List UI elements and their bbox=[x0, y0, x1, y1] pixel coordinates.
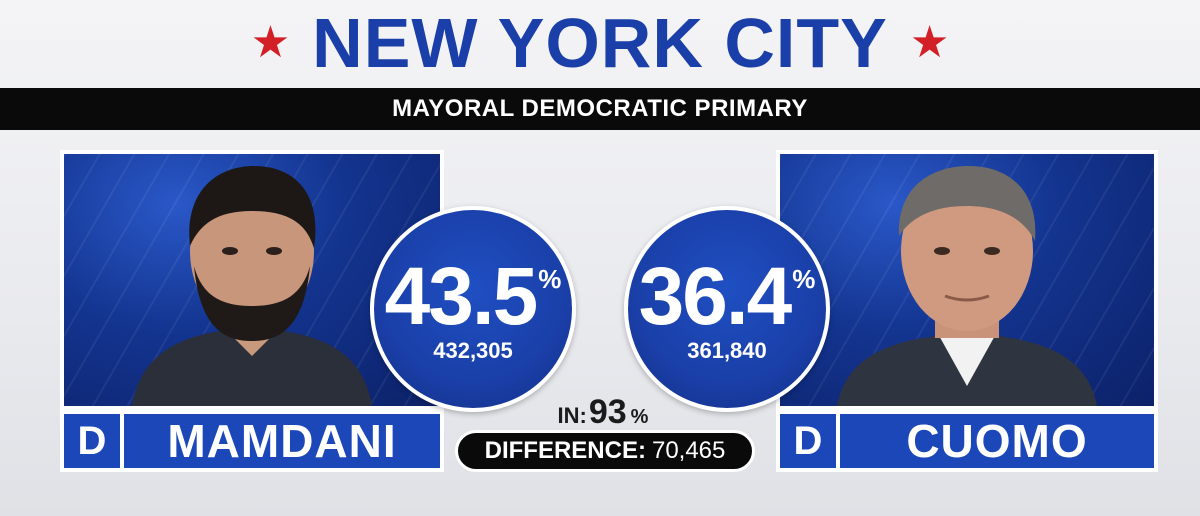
candidate-portrait-icon bbox=[837, 166, 1097, 406]
page-title: NEW YORK CITY bbox=[312, 4, 888, 82]
candidate-photo bbox=[780, 154, 1154, 406]
difference-label: DIFFERENCE: bbox=[484, 437, 646, 464]
candidate-name: MAMDANI bbox=[167, 415, 397, 467]
percent-sign: % bbox=[538, 264, 562, 295]
reporting-value: 93 bbox=[588, 393, 627, 431]
percent-value: 36.4 bbox=[638, 251, 793, 343]
candidate-namebar-cuomo: D CUOMO bbox=[776, 410, 1158, 472]
star-icon: ★ bbox=[909, 18, 950, 67]
vote-count: 361,840 bbox=[687, 337, 767, 363]
star-icon: ★ bbox=[250, 18, 291, 67]
result-circle-mamdani: 43.5 % 432,305 bbox=[370, 206, 576, 412]
candidate-portrait-icon bbox=[132, 166, 372, 406]
candidate-namebar-mamdani: D MAMDANI bbox=[60, 410, 444, 472]
candidate-name: CUOMO bbox=[906, 415, 1088, 467]
vote-percent: 36.4 % bbox=[638, 251, 816, 343]
race-subtitle: MAYORAL DEMOCRATIC PRIMARY bbox=[392, 95, 808, 122]
party-badge: D bbox=[64, 414, 124, 468]
result-circle-cuomo: 36.4 % 361,840 bbox=[624, 206, 830, 412]
difference-value: 70,465 bbox=[651, 437, 726, 464]
vote-count: 432,305 bbox=[433, 337, 513, 363]
title-row: ★ NEW YORK CITY ★ bbox=[0, 0, 1200, 86]
subtitle-bar: MAYORAL DEMOCRATIC PRIMARY bbox=[0, 88, 1200, 130]
candidate-photo bbox=[64, 154, 440, 406]
percent-sign: % bbox=[792, 264, 816, 295]
candidate-photo-panel-cuomo bbox=[776, 150, 1158, 410]
candidate-photo-panel-mamdani bbox=[60, 150, 444, 410]
reporting-label: IN: bbox=[557, 403, 587, 428]
party-badge: D bbox=[780, 414, 840, 468]
percent-value: 43.5 bbox=[384, 251, 539, 343]
reporting-percent: IN: 93 % bbox=[548, 393, 658, 431]
vote-percent: 43.5 % bbox=[384, 251, 562, 343]
reporting-sign: % bbox=[630, 406, 649, 428]
difference-badge: DIFFERENCE: 70,465 bbox=[455, 430, 755, 472]
